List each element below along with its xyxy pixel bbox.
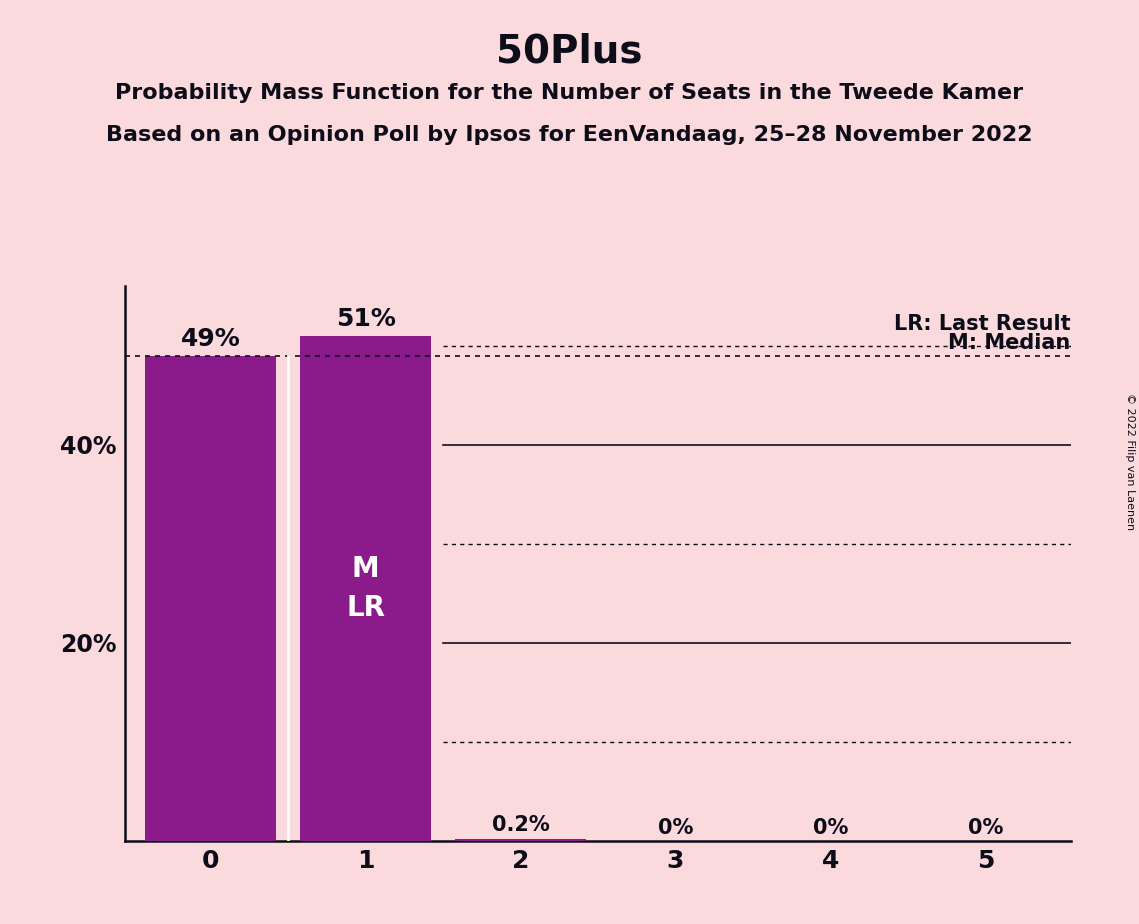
Text: 0.2%: 0.2%	[492, 815, 549, 835]
Bar	[300, 336, 432, 841]
Bar	[454, 839, 587, 841]
Text: 50Plus: 50Plus	[497, 32, 642, 70]
Text: 49%: 49%	[181, 327, 240, 351]
Text: 0%: 0%	[968, 818, 1003, 838]
Text: Based on an Opinion Poll by Ipsos for EenVandaag, 25–28 November 2022: Based on an Opinion Poll by Ipsos for Ee…	[106, 125, 1033, 145]
Text: 0%: 0%	[658, 818, 694, 838]
Text: M
LR: M LR	[346, 555, 385, 622]
Text: LR: Last Result: LR: Last Result	[894, 313, 1071, 334]
Text: 51%: 51%	[336, 307, 395, 331]
Bar	[145, 356, 277, 841]
Text: 0%: 0%	[813, 818, 849, 838]
Text: © 2022 Filip van Laenen: © 2022 Filip van Laenen	[1125, 394, 1134, 530]
Text: Probability Mass Function for the Number of Seats in the Tweede Kamer: Probability Mass Function for the Number…	[115, 83, 1024, 103]
Text: M: Median: M: Median	[949, 333, 1071, 353]
